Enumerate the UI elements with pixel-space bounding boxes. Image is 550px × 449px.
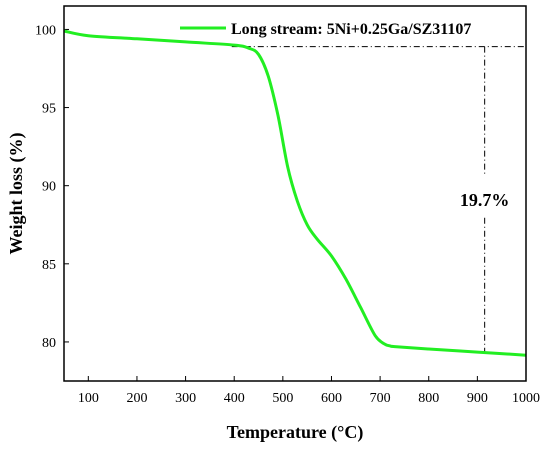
y-tick-label: 90 [42,180,56,195]
x-tick-label: 800 [418,391,439,406]
x-tick-label: 100 [78,391,99,406]
legend-label: Long stream: 5Ni+0.25Ga/SZ31107 [231,21,471,38]
x-tick-label: 1000 [512,391,540,406]
x-tick-label: 400 [224,391,245,406]
y-axis-ticks: 80 85 90 95 100 [35,23,69,351]
x-tick-label: 500 [272,391,293,406]
plot-frame [63,5,527,382]
x-tick-label: 600 [321,391,342,406]
y-tick-label: 80 [42,336,56,351]
y-tick-label: 100 [35,23,56,38]
x-tick-label: 700 [370,391,391,406]
x-tick-label: 200 [126,391,147,406]
x-axis-ticks: 100 200 300 400 500 600 700 800 900 1000 [78,376,540,406]
weight-loss-annotation: 19.7% [460,190,510,210]
x-tick-label: 300 [175,391,196,406]
x-tick-label: 900 [467,391,488,406]
legend: Long stream: 5Ni+0.25Ga/SZ31107 [180,21,471,38]
y-tick-label: 85 [42,258,56,273]
y-tick-label: 95 [42,102,56,117]
series-line-long-stream [63,29,527,357]
x-axis-title: Temperature (°C) [227,422,364,443]
y-axis-title: Weight loss (%) [6,132,27,254]
